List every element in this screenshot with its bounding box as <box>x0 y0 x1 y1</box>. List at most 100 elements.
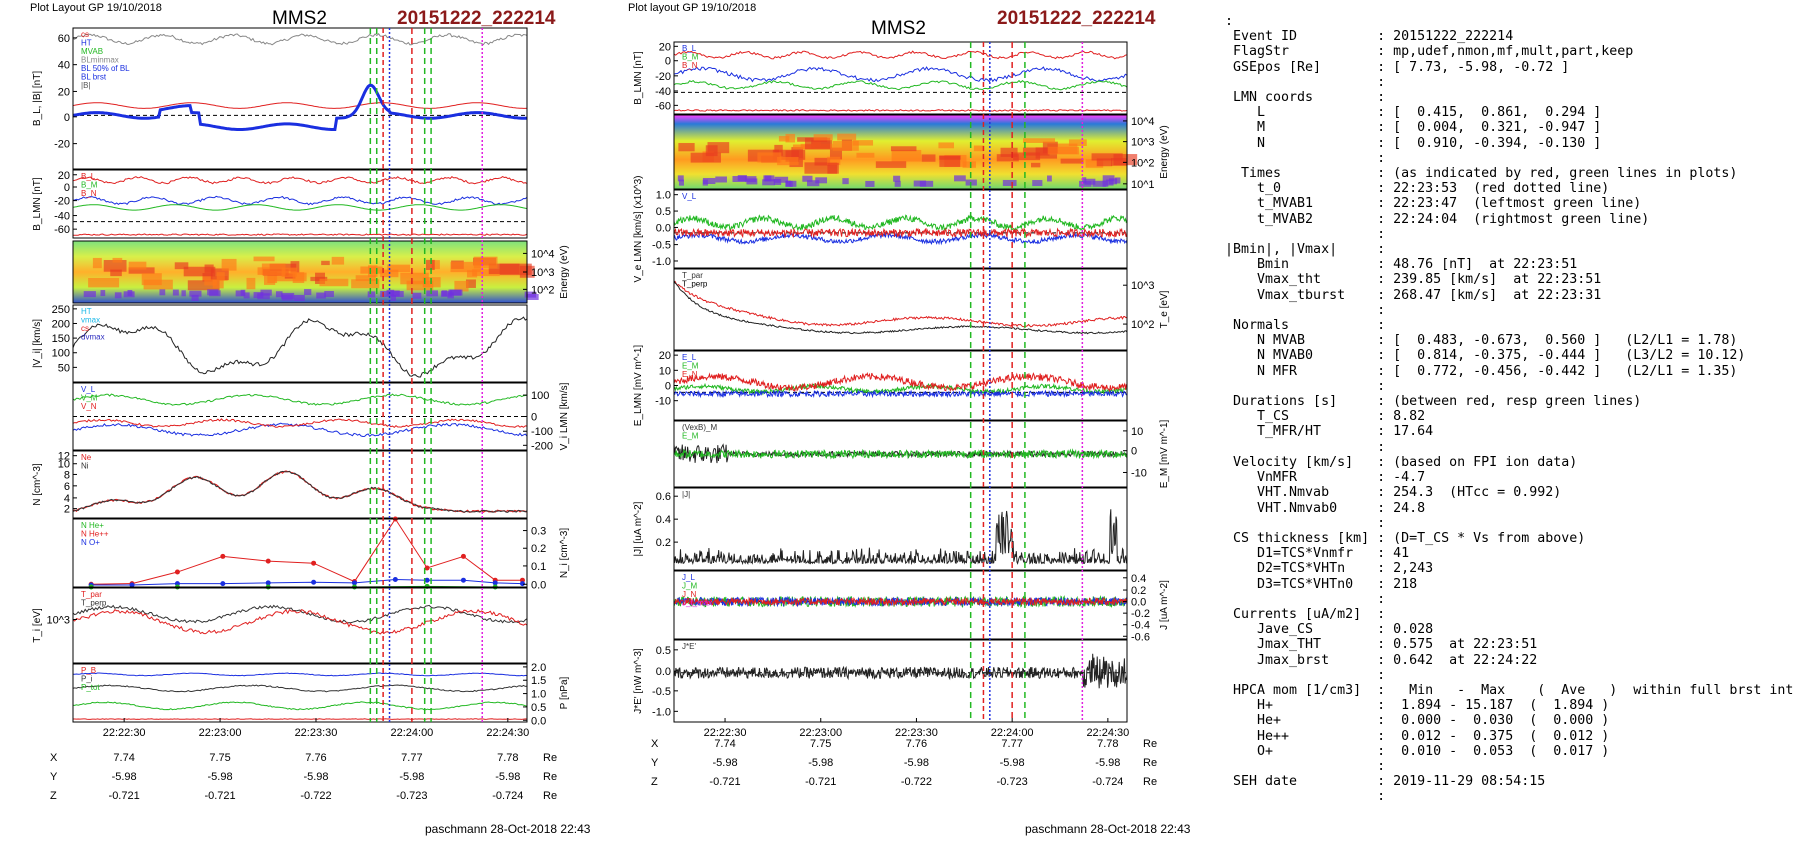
info-line: |Bmin|, |Vmax| : <box>1225 242 1386 258</box>
spectrogram-cell <box>815 177 828 184</box>
panel-8: 0.40.20.0-0.2-0.4-0.6J [uA m^-2]J_LJ_MJ_… <box>673 570 1170 643</box>
spectrogram-cell <box>773 178 782 185</box>
spectrogram-cell <box>246 277 256 290</box>
legend-entry: J_M <box>682 582 697 591</box>
legend-entry: B_N <box>682 61 698 70</box>
series-3 <box>72 418 528 429</box>
y-tick-label: -10 <box>655 396 671 408</box>
spectrogram-cell <box>92 257 102 269</box>
spectrogram-cell <box>1114 177 1121 184</box>
legend-entry: cs <box>81 324 89 333</box>
info-line: D3=TCS*VHTn0 : 218 <box>1225 576 1418 592</box>
panel-frame <box>673 487 1128 571</box>
info-line: : <box>1225 515 1386 531</box>
spectrogram-cell <box>292 272 305 283</box>
y-tick-label: 1.0 <box>531 689 546 701</box>
y-tick-label: -0.5 <box>652 240 671 252</box>
position-value: -5.98 <box>111 771 137 783</box>
spectrogram-cell <box>785 180 793 187</box>
y-axis-label: Energy (eV) <box>1159 125 1170 178</box>
legend-entry: (VexB)_M <box>682 423 717 432</box>
y-tick-label: 10^4 <box>531 248 555 260</box>
series-3 <box>673 371 1128 393</box>
y-tick-label: 0 <box>64 112 70 124</box>
position-value: -0.723 <box>996 776 1028 788</box>
legend-entry: E_L <box>682 353 697 362</box>
spectrogram-cell <box>275 291 283 298</box>
series-2 <box>72 422 528 438</box>
y-tick-label: 0.3 <box>531 526 546 538</box>
y-tick-label: 0.0 <box>1131 597 1146 609</box>
spectrogram-cell <box>473 256 498 269</box>
spectrogram-cell <box>954 175 966 182</box>
position-value: -5.98 <box>712 757 738 769</box>
series-2 <box>72 195 528 206</box>
panel-frame <box>673 268 1128 351</box>
spectrogram-cell <box>1079 180 1092 187</box>
legend-entry: P_i <box>81 675 93 684</box>
legend-entry: T_par <box>682 271 703 280</box>
y-tick-label: -60 <box>54 224 70 236</box>
spectrogram-cell <box>319 278 349 287</box>
position-value: 7.74 <box>113 752 135 764</box>
position-value: 7.75 <box>209 752 231 764</box>
panel-9: 0.5 0.0 -0.5 -1.0 J*E' [nW m^-3] J*E' <box>633 639 1128 723</box>
left-plot-title: MMS2 <box>272 8 327 29</box>
info-line: t_MVAB2 : 22:24:04 (rightmost green line… <box>1225 211 1650 227</box>
y-tick-label: 10^4 <box>1131 116 1155 128</box>
info-line: : <box>1225 302 1386 318</box>
position-axis-label: X <box>50 752 58 764</box>
spectrogram-cell <box>763 175 775 182</box>
legend-entry: BL brst <box>81 73 107 82</box>
legend-entry: B_M <box>682 53 699 62</box>
position-value: -0.722 <box>900 776 933 788</box>
panel-frame <box>673 639 1128 723</box>
y-tick-label: 8 <box>64 469 70 481</box>
y-tick-label: 12 <box>58 451 70 463</box>
spectrogram-cell <box>380 291 390 298</box>
middle-plot-title: MMS2 <box>871 18 926 39</box>
spectrogram-cell <box>996 154 1019 162</box>
spectrogram-cell <box>1068 139 1087 146</box>
spectrogram-cell <box>253 256 275 262</box>
y-tick-label: 10^2 <box>531 284 555 296</box>
info-line: Velocity [km/s] : (based on FPI ion data… <box>1225 454 1578 470</box>
y-axis-label: P [nPa] <box>559 676 570 709</box>
spectrogram-cell <box>450 261 481 273</box>
spectrogram-cell <box>174 262 189 270</box>
x-tick-label: 22:23:30 <box>295 727 338 739</box>
y-tick-label: 0.6 <box>656 491 671 503</box>
spectrogram-cell <box>1032 180 1043 187</box>
y-tick-label: 0.5 <box>656 206 671 218</box>
panel-5: 100 0 -100 -200 V_i LMN [km/s] V_LV_MV_N <box>72 382 570 452</box>
y-axis-label: B_LMN [nT] <box>32 177 43 231</box>
middle-plot-layout-label: Plot layout GP 19/10/2018 <box>628 2 757 14</box>
panel-1: 20 0 -20 -40 -60 B_LMN [nT] B_LB_MB_N <box>633 41 1128 115</box>
panel-7: 0.3 0.2 0.1 0.0 N_i [cm^-3] N He+N He++N O+ <box>72 516 570 591</box>
series-1 <box>673 382 1128 396</box>
legend-entry: dvmax <box>81 333 105 342</box>
spectrogram-cell <box>324 290 334 297</box>
y-tick-label: -20 <box>54 139 70 151</box>
y-tick-label: 10^2 <box>1131 319 1155 331</box>
spectrogram-cell <box>1060 158 1084 164</box>
position-value: 7.76 <box>305 752 327 764</box>
y-tick-label: 0 <box>665 381 671 393</box>
legend-entry: Ne <box>81 453 92 462</box>
spectrogram-cell <box>387 264 411 272</box>
y-tick-label: 0.5 <box>656 645 671 657</box>
position-axis-label: Y <box>50 771 58 783</box>
spectrogram-cell <box>757 152 782 163</box>
spectrogram-cell <box>1031 162 1041 168</box>
spectrogram-cell <box>207 289 219 296</box>
spectrogram-cell <box>524 291 537 298</box>
y-tick-label: 0.5 <box>531 702 546 714</box>
y-tick-label: 2.0 <box>531 662 546 674</box>
panel-9: 2.01.5 1.00.50.0 P [nPa] P_BP_iP_tot <box>72 662 570 727</box>
spectrogram-cell <box>315 272 325 284</box>
y-axis-label: E_M [mV m^-1] <box>1159 419 1170 488</box>
info-line: L : [ 0.415, 0.861, 0.294 ] <box>1225 105 1602 121</box>
y-tick-label: 10^1 <box>1131 179 1155 191</box>
info-line: N MVAB : [ 0.483, -0.673, 0.560 ] (L2/L1… <box>1225 333 1738 349</box>
